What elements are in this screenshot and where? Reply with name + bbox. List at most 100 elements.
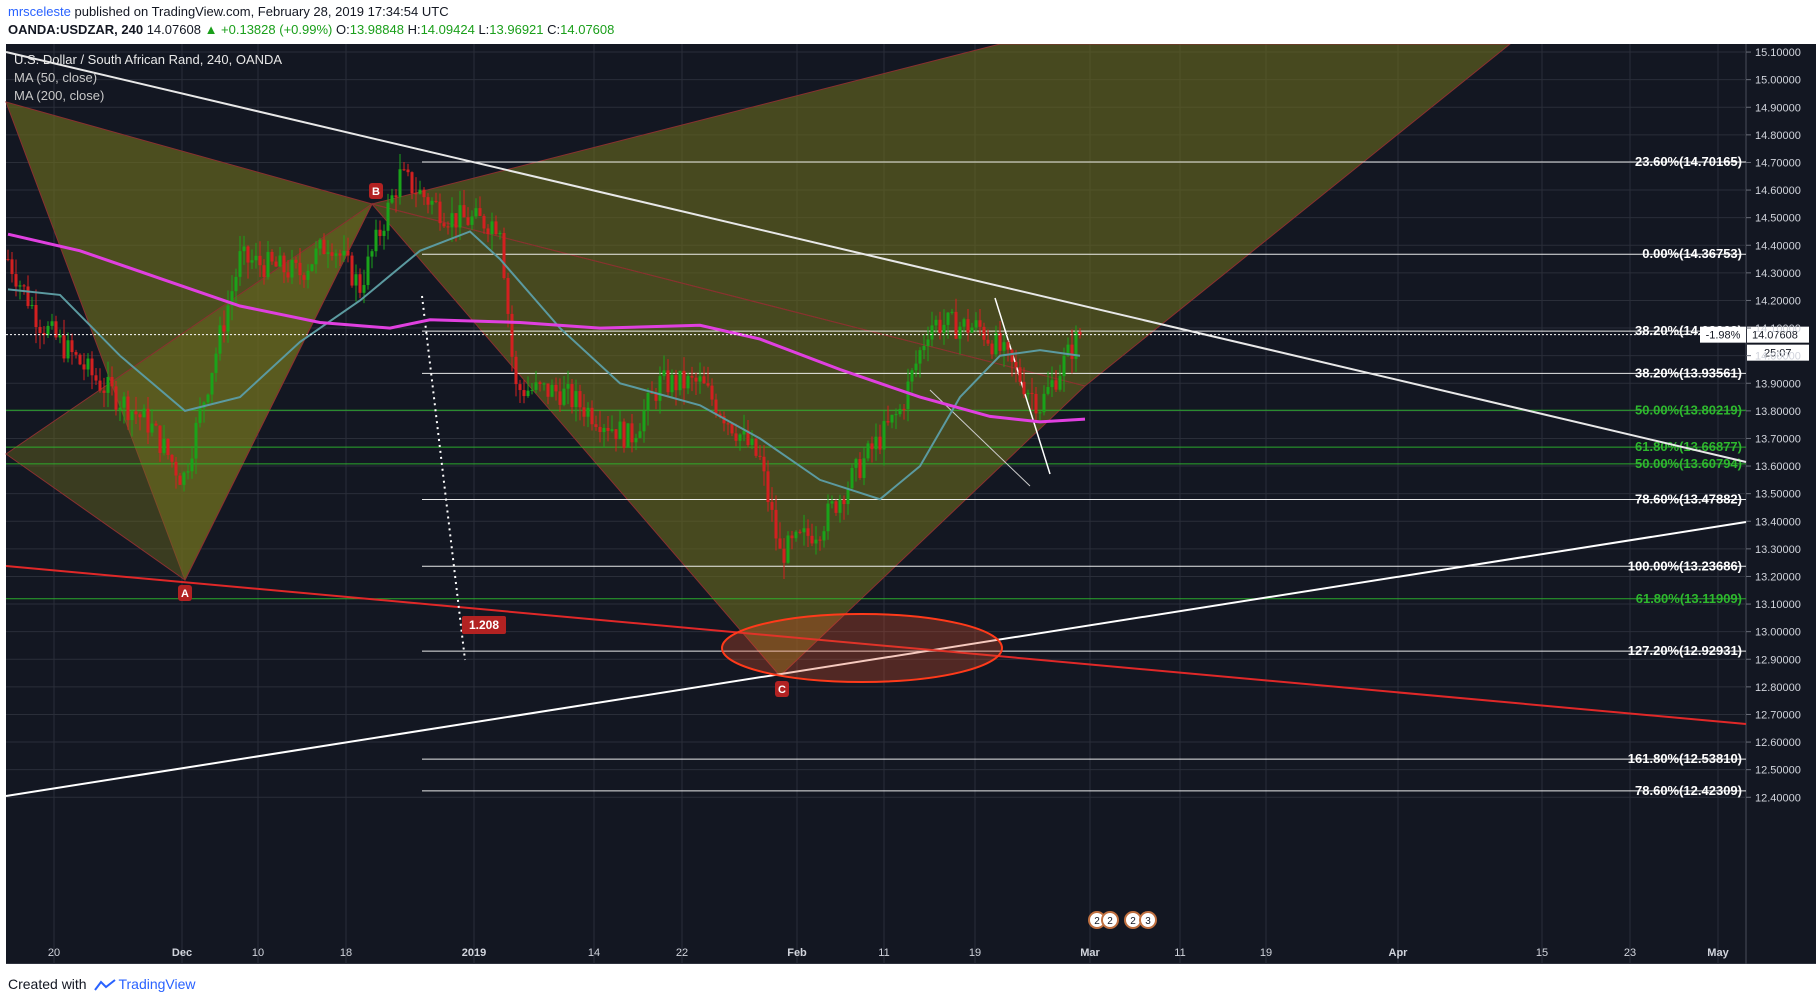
candle-body [910,370,914,382]
candle-body [346,250,350,256]
candle-body [182,472,186,485]
candle-body [846,488,850,505]
candle-body [554,384,558,392]
fib-label: 78.60%(12.42309) [1635,783,1742,798]
y-tick-label: 12.70000 [1755,709,1801,721]
candle-body [66,340,70,359]
legend-ma200[interactable]: MA (200, close) [14,88,104,103]
candle-body [714,399,718,414]
candle-body [950,311,954,313]
candle-body [190,458,194,472]
candle-body [482,215,486,229]
candle-body [402,169,406,171]
candle-body [126,396,130,421]
candle-body [806,528,810,536]
x-tick-label: 22 [676,947,688,959]
ma50-line [7,230,1081,501]
candle-body [454,213,458,228]
candle-body [534,382,538,390]
pattern-point-badge [178,585,192,601]
candle-body [318,239,322,249]
candle-body [478,208,482,216]
chart-area[interactable]: 23.60%(14.70165) 0.00%(14.36753) 38.20%(14… [0,44,1816,964]
candle-body [386,202,390,231]
pattern-point-label: C [778,684,786,696]
candle-body [446,226,450,228]
candle-body [970,327,974,333]
candle-body [830,501,834,504]
candle-body [122,396,126,408]
tradingview-logo-icon [94,979,117,991]
candle-body [302,275,306,280]
candle-body [1030,392,1034,394]
y-tick-label: 15.00000 [1755,75,1801,87]
x-tick-label: 23 [1624,947,1636,959]
candle-body [510,313,514,357]
candle-body [790,535,794,539]
candle-body [1058,376,1062,390]
candle-body [62,335,66,359]
candle-body [186,471,190,473]
author-link[interactable]: mrsceleste [8,4,71,19]
x-tick-label: 19 [1260,947,1272,959]
candle-body [562,388,566,405]
candle-body [1062,355,1066,377]
candle-body [358,274,362,293]
candle-body [250,260,254,263]
created-with-label: Created with [8,976,87,992]
candle-body [474,208,478,217]
candle-body [966,319,970,333]
candle-body [342,250,346,256]
x-tick-label: 11 [878,947,889,959]
candle-body [914,363,918,371]
candle-body [94,375,98,381]
upper-trendline [5,51,1747,463]
candle-body [646,392,650,411]
legend-ma50[interactable]: MA (50, close) [14,70,97,85]
fib-label: 78.60%(13.47882) [1635,492,1742,507]
pattern-point-label: B [372,186,380,198]
x-tick-label: 15 [1536,947,1548,959]
price-chart[interactable]: 23.60%(14.70165)0.00%(14.36753)38.20%(14… [0,44,1816,964]
candle-body [598,426,602,433]
candle-body [982,326,986,340]
x-tick-label: 10 [252,947,264,959]
candle-body [114,386,118,410]
candle-body [922,345,926,351]
y-tick-label: 13.50000 [1755,489,1801,501]
candle-body [858,459,862,478]
candle-body [942,324,946,333]
x-tick-label: Apr [1389,947,1409,959]
candle-body [766,471,770,503]
candle-body [1002,342,1006,351]
candle-body [42,333,46,336]
lower-trendline [5,521,1747,797]
pattern-leg-xa [5,202,374,581]
candle-body [926,339,930,346]
candle-body [590,407,594,425]
candle-body [686,376,690,389]
candle-body [78,354,82,365]
candle-body [226,305,230,332]
candle-body [710,385,714,400]
candle-body [906,381,910,410]
candle-body [758,455,762,457]
pattern-point-label: A [181,588,189,600]
red-support-line [5,565,1747,725]
price-axis[interactable] [1746,44,1816,964]
fib-label: 61.80%(13.11909) [1636,591,1742,606]
candle-body [102,390,106,393]
candle-body [1066,344,1070,356]
tradingview-brand[interactable]: TradingView [118,976,196,992]
candle-body [406,169,410,173]
candle-body [206,394,210,403]
y-tick-label: 14.80000 [1755,130,1801,142]
candle-body [154,423,158,426]
trendlines [5,51,1747,797]
event-badge-count: 2 [1107,916,1113,927]
candle-body [1022,381,1026,395]
candle-body [38,327,42,334]
candle-body [350,255,354,286]
candle-body [238,251,242,277]
candle-body [938,319,942,333]
